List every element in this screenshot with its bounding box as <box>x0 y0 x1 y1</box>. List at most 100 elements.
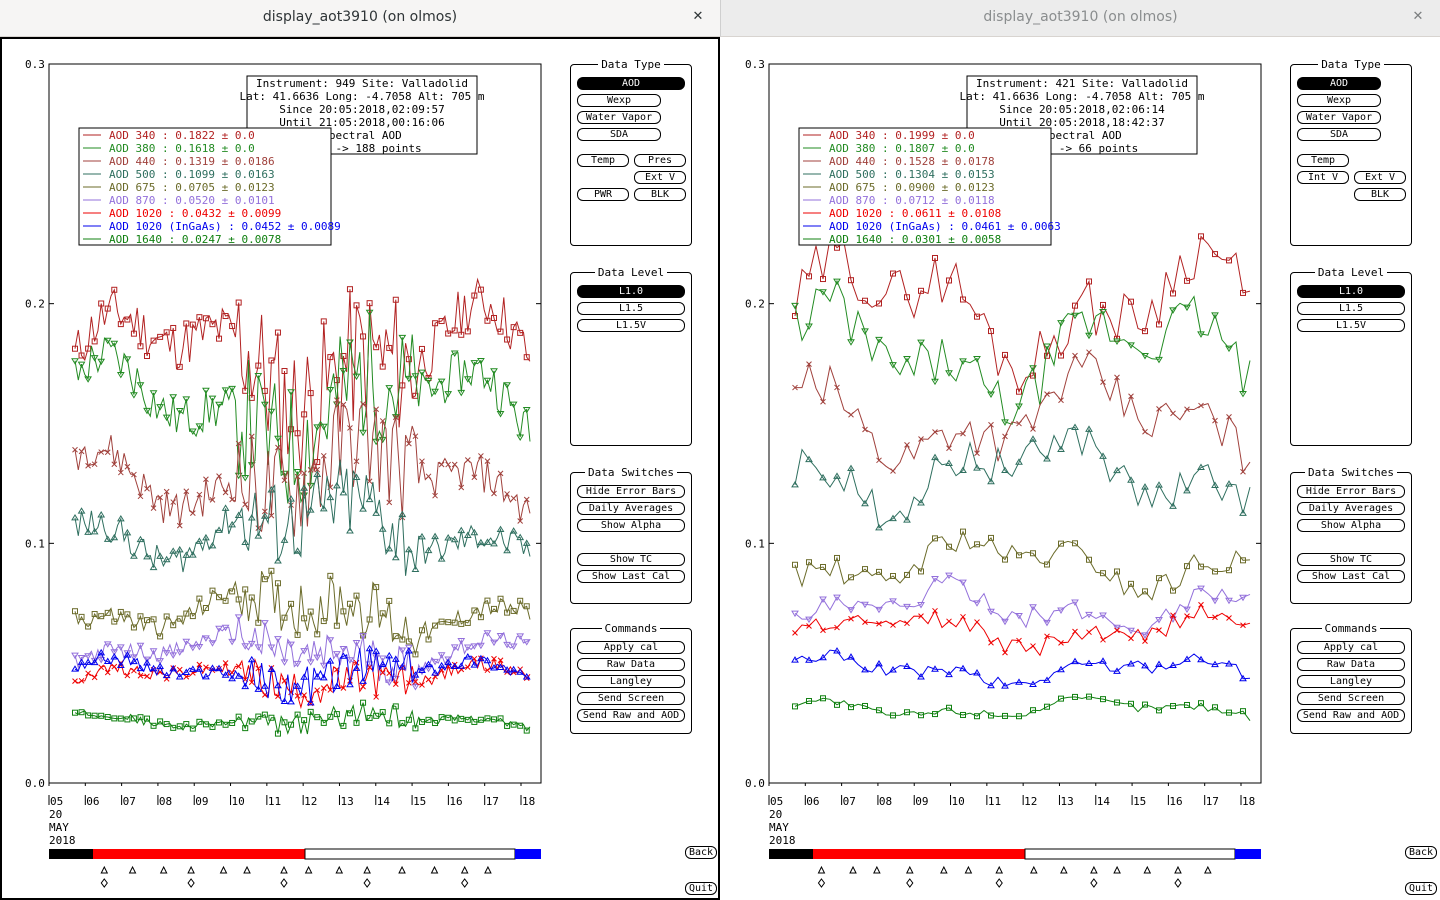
ext-v-button[interactable]: Ext V <box>634 171 686 184</box>
data-point <box>163 488 170 495</box>
quit-button[interactable]: Quit <box>685 882 717 895</box>
data-point <box>208 640 217 647</box>
aod-button[interactable]: AOD <box>1297 77 1381 90</box>
data-point <box>1239 509 1247 516</box>
data-point <box>431 669 439 676</box>
window-titlebar[interactable]: display_aot3910 (on olmos) ✕ <box>0 0 720 37</box>
wexp-button[interactable]: Wexp <box>1297 94 1381 107</box>
data-point <box>437 555 446 562</box>
data-point <box>327 572 334 579</box>
show-alpha-button[interactable]: Show Alpha <box>1297 519 1405 532</box>
window-titlebar[interactable]: display_aot3910 (on olmos) ✕ <box>720 0 1440 37</box>
data-point <box>791 480 799 488</box>
legend-entry: AOD 1020 : 0.0432 ± 0.0099 <box>109 207 281 220</box>
show-tc-button[interactable]: Show TC <box>1297 553 1405 566</box>
data-point <box>143 552 151 560</box>
data-point <box>889 598 897 605</box>
show-tc-button[interactable]: Show TC <box>577 553 685 566</box>
data-point <box>235 596 242 603</box>
data-point <box>432 720 439 727</box>
wexp-button[interactable]: Wexp <box>577 94 661 107</box>
ext-v-button[interactable]: Ext V <box>1354 171 1406 184</box>
data-point <box>150 616 157 623</box>
raw-data-button[interactable]: Raw Data <box>577 658 685 671</box>
data-point <box>1212 704 1218 711</box>
data-point <box>378 660 387 667</box>
data-point <box>332 481 341 489</box>
hide-error-bars-button[interactable]: Hide Error Bars <box>577 485 685 498</box>
data-point <box>229 323 236 330</box>
send-raw-and-aod-button[interactable]: Send Raw and AOD <box>1297 709 1405 722</box>
data-point <box>1239 390 1247 398</box>
hide-error-bars-button[interactable]: Hide Error Bars <box>1297 485 1405 498</box>
water-vapor-button[interactable]: Water Vapor <box>1297 111 1381 124</box>
langley-button[interactable]: Langley <box>577 675 685 688</box>
data-point <box>424 660 433 668</box>
show-last-cal-button[interactable]: Show Last Cal <box>1297 570 1405 583</box>
sda-button[interactable]: SDA <box>577 128 661 141</box>
level-l15-button[interactable]: L1.5 <box>1297 302 1405 315</box>
water-vapor-button[interactable]: Water Vapor <box>577 111 661 124</box>
back-button[interactable]: Back <box>1405 846 1437 859</box>
data-point <box>1030 550 1036 557</box>
data-point <box>1002 712 1008 719</box>
data-point <box>1086 556 1092 563</box>
langley-button[interactable]: Langley <box>1297 675 1405 688</box>
data-point <box>974 541 980 548</box>
data-point <box>861 665 869 673</box>
pres-button[interactable]: Pres <box>634 154 686 167</box>
temp-button[interactable]: Temp <box>577 154 629 167</box>
level-l15-button[interactable]: L1.5 <box>577 302 685 315</box>
daily-averages-button[interactable]: Daily Averages <box>1297 502 1405 515</box>
x-tick-label: 16 <box>1169 795 1182 808</box>
cal-marker <box>817 878 826 888</box>
daily-averages-button[interactable]: Daily Averages <box>577 502 685 515</box>
data-point <box>820 627 826 634</box>
data-point <box>463 653 472 660</box>
aod-button[interactable]: AOD <box>577 77 685 90</box>
raw-data-button[interactable]: Raw Data <box>1297 658 1405 671</box>
send-raw-and-aod-button[interactable]: Send Raw and AOD <box>577 709 685 722</box>
data-switches-panel: Data Switches Hide Error Bars Daily Aver… <box>570 466 692 604</box>
pwr-button[interactable]: PWR <box>577 188 629 201</box>
blk-button[interactable]: BLK <box>1354 188 1406 201</box>
data-point <box>170 499 177 505</box>
apply-cal-button[interactable]: Apply cal <box>1297 641 1405 654</box>
data-point <box>497 470 504 477</box>
send-screen-button[interactable]: Send Screen <box>1297 692 1405 705</box>
level-l10-button[interactable]: L1.0 <box>1297 285 1405 298</box>
temp-button[interactable]: Temp <box>1297 154 1349 167</box>
sda-button[interactable]: SDA <box>1297 128 1381 141</box>
data-point <box>1015 403 1023 411</box>
data-point <box>463 644 472 651</box>
level-l15v-button[interactable]: L1.5V <box>1297 319 1405 332</box>
show-last-cal-button[interactable]: Show Last Cal <box>577 570 685 583</box>
data-point <box>378 436 387 444</box>
data-point <box>932 535 938 542</box>
commands-panel: Commands Apply cal Raw Data Langley Send… <box>570 622 692 734</box>
level-l10-button[interactable]: L1.0 <box>577 285 685 298</box>
apply-cal-button[interactable]: Apply cal <box>577 641 685 654</box>
data-point <box>791 656 799 663</box>
data-point <box>876 568 882 575</box>
data-point <box>281 678 288 684</box>
blk-button[interactable]: BLK <box>634 188 686 201</box>
send-screen-button[interactable]: Send Screen <box>577 692 685 705</box>
close-icon[interactable]: ✕ <box>1412 9 1424 24</box>
quit-button[interactable]: Quit <box>1405 882 1437 895</box>
data-point <box>471 718 478 725</box>
data-point <box>267 408 276 416</box>
show-alpha-button[interactable]: Show Alpha <box>577 519 685 532</box>
data-point <box>84 653 92 660</box>
back-button[interactable]: Back <box>685 846 717 859</box>
data-point <box>1086 278 1092 285</box>
close-icon[interactable]: ✕ <box>692 9 704 24</box>
data-point <box>130 552 138 559</box>
int-v-button[interactable]: Int V <box>1297 171 1349 184</box>
data-point <box>1002 351 1008 358</box>
data-point <box>228 674 237 682</box>
data-point <box>1211 597 1219 605</box>
level-l15v-button[interactable]: L1.5V <box>577 319 685 332</box>
data-point <box>917 672 925 680</box>
x-tick-label: 12 <box>1024 795 1037 808</box>
